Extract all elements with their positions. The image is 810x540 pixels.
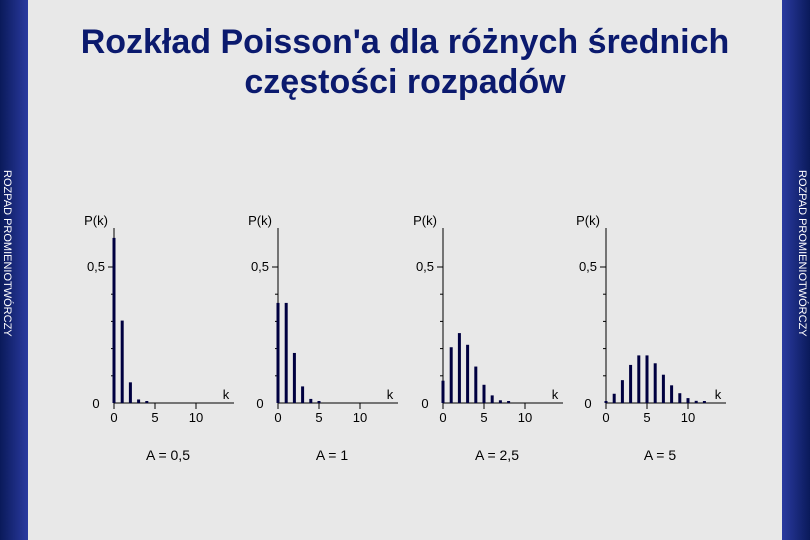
chart-2-bar	[284, 302, 288, 403]
title-line-2: częstości rozpadów	[244, 63, 566, 101]
chart-3-bar	[482, 384, 486, 403]
left-sidebar-label: ROZPAD PROMIENIOTWÓRCZY	[1, 170, 13, 337]
chart-4-xlabel: k	[715, 387, 722, 402]
left-sidebar: ROZPAD PROMIENIOTWÓRCZY	[0, 0, 28, 540]
chart-4-bar	[694, 400, 698, 403]
chart-1-ylabel: P(k)	[84, 213, 108, 228]
right-sidebar-label: ROZPAD PROMIENIOTWÓRCZY	[796, 170, 808, 337]
chart-1-bar	[145, 401, 149, 403]
chart-3-xtick-label: 5	[480, 410, 487, 425]
chart-1-bar	[120, 320, 124, 403]
chart-4-xtick-label: 5	[643, 410, 650, 425]
chart-4-bar	[637, 355, 641, 403]
chart-1-bar	[128, 382, 132, 403]
chart-2-xlabel: k	[387, 387, 394, 402]
chart-3-bar	[449, 347, 453, 403]
chart-1-xlabel: k	[223, 387, 230, 402]
chart-2-xtick-label: 0	[274, 410, 281, 425]
chart-2-bar	[309, 398, 313, 403]
chart-3-bar	[490, 395, 494, 403]
chart-4-bar	[620, 380, 624, 403]
chart-1-bar	[137, 399, 141, 403]
chart-4-bar	[629, 364, 633, 403]
page-title: Rozkład Poisson'a dla różnych średnich c…	[28, 22, 782, 102]
chart-4-bar	[653, 363, 657, 403]
chart-2-bar	[301, 386, 305, 403]
chart-3-xtick-label: 10	[518, 410, 532, 425]
right-sidebar: ROZPAD PROMIENIOTWÓRCZY	[782, 0, 810, 540]
chart-4-ytick-label: 0	[584, 396, 591, 411]
chart-1-xtick-label: 10	[189, 410, 203, 425]
chart-3-bar	[441, 380, 445, 403]
chart-4-bar	[612, 393, 616, 403]
chart-1-xtick-label: 0	[110, 410, 117, 425]
chart-4-bar	[678, 393, 682, 403]
chart-3-xtick-label: 0	[439, 410, 446, 425]
chart-3-xlabel: k	[552, 387, 559, 402]
chart-4-ylabel: P(k)	[576, 213, 600, 228]
chart-3-bar	[457, 333, 461, 403]
chart-4-bar	[604, 401, 608, 403]
chart-4-bar	[702, 401, 706, 403]
chart-4-xtick-label: 0	[602, 410, 609, 425]
chart-1-xtick-label: 5	[151, 410, 158, 425]
chart-2-bar	[292, 352, 296, 403]
chart-2-caption: A = 1	[316, 447, 349, 463]
chart-3-ytick-label: 0,5	[416, 259, 434, 274]
chart-3-bar	[507, 401, 511, 403]
chart-3-ytick-label: 0	[421, 396, 428, 411]
chart-1-ytick-label: 0	[92, 396, 99, 411]
title-line-1: Rozkład Poisson'a dla różnych średnich	[80, 23, 730, 61]
chart-2-ytick-label: 0,5	[251, 259, 269, 274]
chart-4-bar	[670, 385, 674, 403]
chart-3-caption: A = 2,5	[475, 447, 519, 463]
chart-3-ylabel: P(k)	[413, 213, 437, 228]
chart-4-bar	[645, 355, 649, 403]
chart-2-ytick-label: 0	[256, 396, 263, 411]
chart-2-xtick-label: 5	[315, 410, 322, 425]
chart-2-bar	[317, 401, 321, 403]
chart-3-bar	[474, 366, 478, 403]
chart-4-caption: A = 5	[644, 447, 677, 463]
chart-2-ylabel: P(k)	[248, 213, 272, 228]
chart-3-bar	[466, 344, 470, 403]
chart-2-xtick-label: 10	[353, 410, 367, 425]
chart-1-bar	[112, 237, 116, 403]
chart-1-ytick-label: 0,5	[87, 259, 105, 274]
chart-2-bar	[276, 302, 280, 403]
chart-4-bar	[686, 398, 690, 403]
chart-1-caption: A = 0,5	[146, 447, 190, 463]
chart-4-bar	[661, 374, 665, 403]
chart-4-xtick-label: 10	[681, 410, 695, 425]
chart-3-bar	[498, 400, 502, 403]
chart-4-ytick-label: 0,5	[579, 259, 597, 274]
